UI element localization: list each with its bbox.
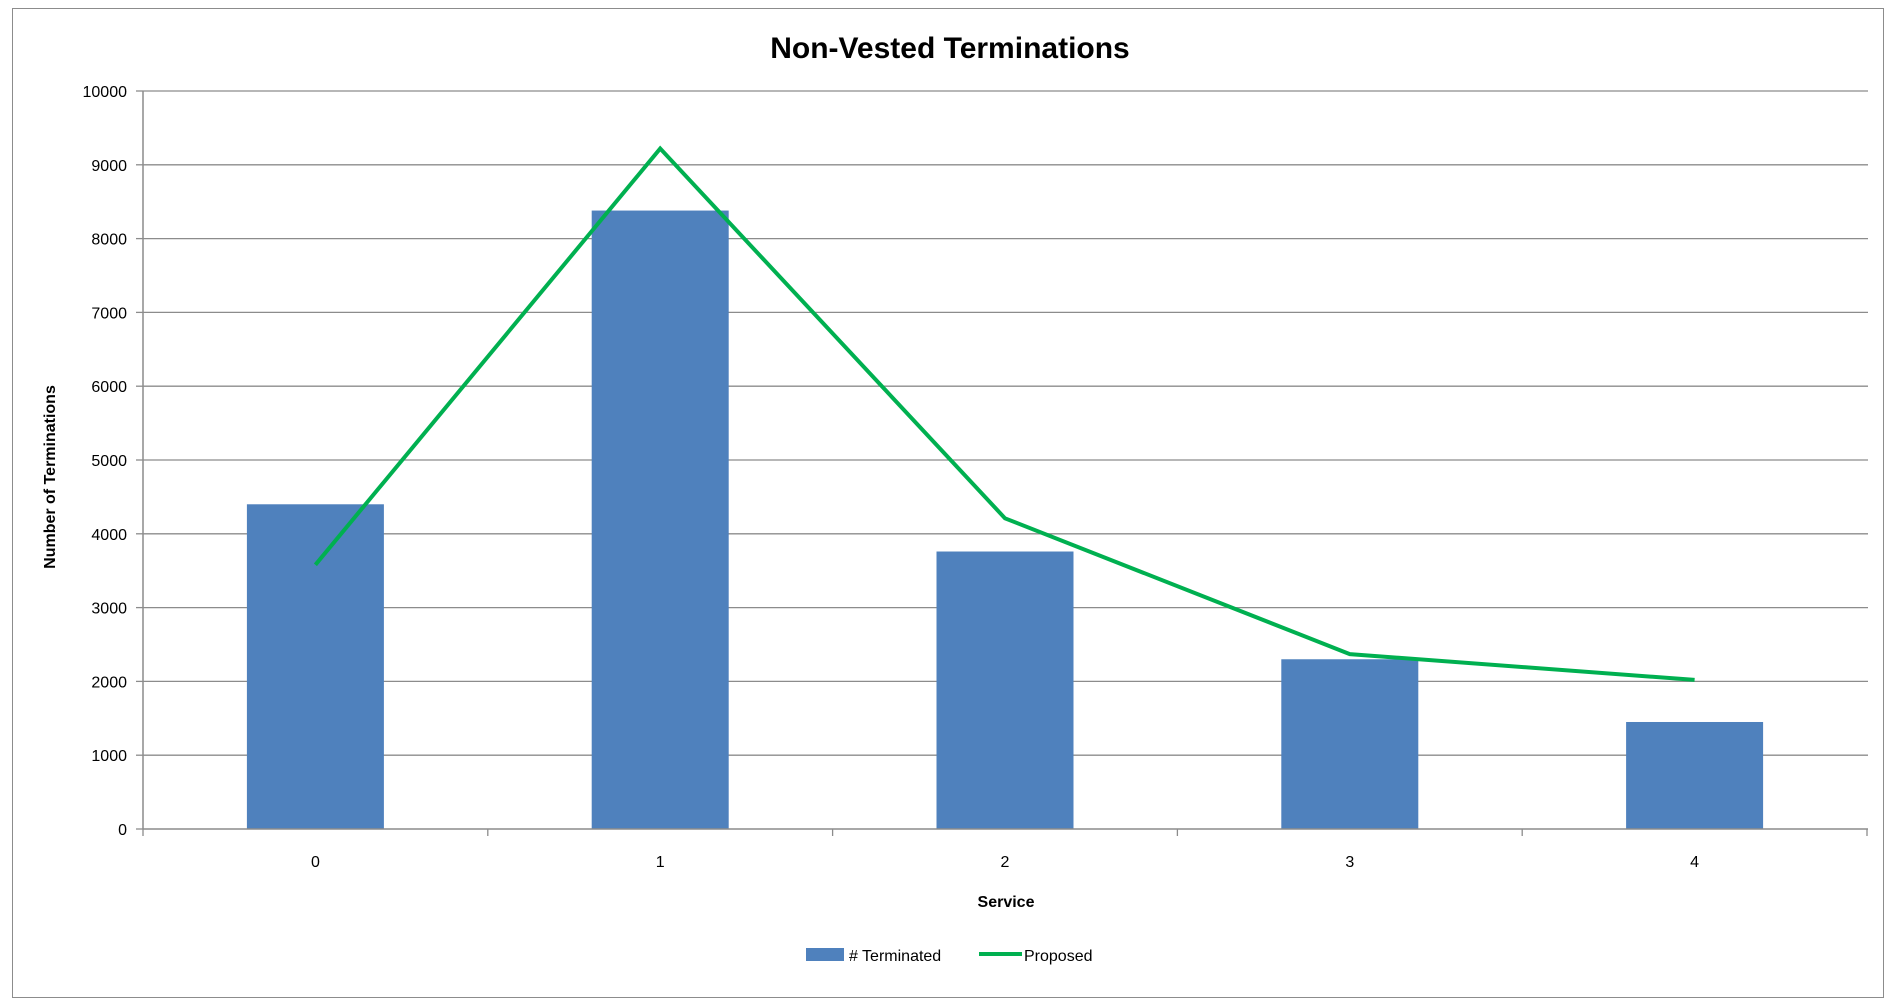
y-tick-label: 0 [118,822,127,839]
y-tick-label: 1000 [91,748,127,765]
y-axis-label: Number of Terminations [42,385,59,569]
bar-terminated-3 [1281,659,1419,829]
y-tick-label: 9000 [91,158,127,175]
y-tick-label: 10000 [83,84,128,101]
legend-label-terminated: # Terminated [849,948,941,965]
x-tick-label: 0 [311,854,320,871]
x-tick-label: 1 [656,854,665,871]
y-tick-label: 2000 [91,674,127,691]
y-tick-label: 4000 [91,527,127,544]
chart-title: Non-Vested Terminations [770,32,1130,65]
legend-swatch-terminated [806,948,844,961]
axes [136,90,1868,836]
chart-frame [12,8,1884,998]
y-tick-label: 5000 [91,453,127,470]
y-tick-labels: 0 1000 2000 3000 4000 5000 6000 7000 8000 9000 100… [83,84,128,839]
gridlines [143,90,1868,756]
x-tick-label: 4 [1690,854,1699,871]
x-axis-label: Service [978,894,1035,911]
bar-terminated-0 [246,504,384,829]
y-tick-label: 7000 [91,305,127,322]
x-tick-labels: 0 1 2 3 4 [311,854,1699,871]
bar-terminated-1 [591,210,729,829]
legend: # Terminated Proposed [806,948,1093,965]
y-tick-label: 3000 [91,601,127,618]
line-proposed [313,145,1695,682]
bar-terminated-2 [936,551,1074,829]
bar-terminated-4 [1626,721,1764,829]
x-tick-label: 3 [1345,854,1354,871]
y-tick-label: 6000 [91,379,127,396]
legend-label-proposed: Proposed [1024,948,1093,965]
bars [246,210,1764,829]
y-tick-label: 8000 [91,232,127,249]
proposed-line-layer [313,145,1695,682]
x-tick-label: 2 [1001,854,1010,871]
